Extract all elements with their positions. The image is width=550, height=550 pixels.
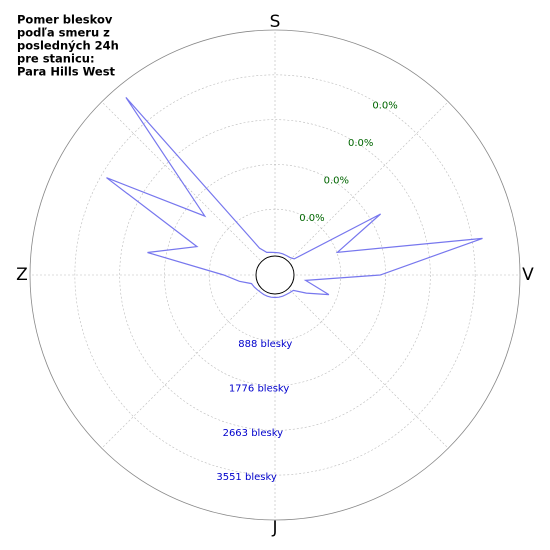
title-line: posledných 24h: [17, 39, 119, 53]
title-line: podľa smeru z: [17, 26, 110, 40]
grid-ring: [74, 74, 476, 476]
direction-label: S: [270, 12, 281, 32]
pct-tick-label: 0.0%: [372, 100, 397, 111]
direction-label: J: [271, 518, 277, 538]
pct-tick-label: 0.0%: [324, 176, 349, 187]
direction-label: V: [522, 265, 534, 285]
outer-ring: [29, 29, 521, 521]
spoke: [101, 101, 261, 261]
r-tick-label: 2663 blesky: [223, 428, 284, 439]
spoke: [289, 289, 449, 449]
data-line: [106, 97, 483, 299]
grid-ring: [208, 208, 342, 342]
grid-ring: [119, 119, 431, 431]
center-hole: [255, 255, 295, 295]
r-tick-label: 3551 blesky: [216, 472, 277, 483]
spoke: [289, 101, 449, 261]
title-line: Pomer bleskov: [17, 13, 113, 27]
pct-tick-label: 0.0%: [348, 138, 373, 149]
pct-tick-label: 0.0%: [299, 213, 324, 224]
spoke: [101, 289, 261, 449]
title-line: pre stanicu:: [17, 52, 95, 66]
r-tick-label: 1776 blesky: [229, 383, 290, 394]
title-line: Para Hills West: [17, 65, 116, 79]
direction-label: Z: [16, 265, 28, 285]
r-tick-label: 888 blesky: [238, 339, 292, 350]
grid-ring: [164, 164, 386, 386]
